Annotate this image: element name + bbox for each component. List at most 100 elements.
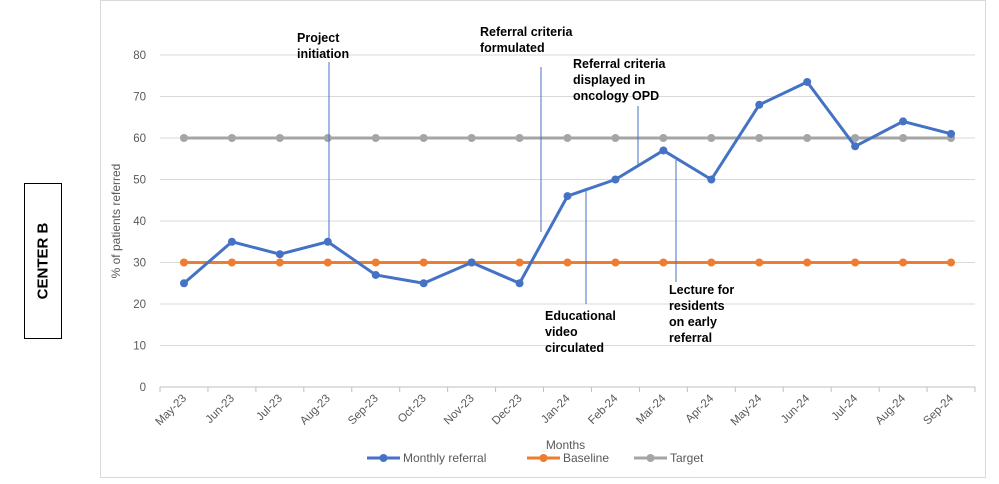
- annotation-text: video: [545, 325, 578, 339]
- data-point: [755, 100, 764, 109]
- annotation-text: Project: [297, 31, 340, 45]
- legend-marker: [539, 454, 548, 462]
- legend-label: Baseline: [563, 451, 609, 465]
- legend-label: Target: [670, 451, 704, 465]
- y-tick-label: 10: [133, 341, 146, 353]
- x-tick-label: Jan-24: [539, 392, 573, 426]
- data-point: [371, 134, 380, 142]
- data-point: [371, 270, 380, 279]
- x-tick-label: May-23: [153, 393, 189, 429]
- data-point: [947, 258, 956, 267]
- data-point: [803, 258, 812, 267]
- annotation-text: Lecture for: [669, 283, 734, 297]
- data-point: [467, 258, 476, 267]
- data-point: [419, 134, 428, 142]
- annotation-text: on early: [669, 315, 717, 329]
- annotation-text: Educational: [545, 309, 616, 323]
- data-point: [899, 258, 908, 267]
- x-tick-label: May-24: [729, 392, 765, 428]
- annotation-text: formulated: [480, 41, 545, 55]
- x-tick-label: Mar-24: [634, 392, 669, 427]
- y-tick-label: 0: [140, 382, 146, 394]
- data-point: [227, 237, 236, 246]
- y-tick-label: 80: [133, 50, 146, 62]
- data-point: [707, 258, 716, 267]
- y-tick-label: 70: [133, 92, 146, 104]
- x-tick-label: Jun-24: [779, 392, 813, 426]
- data-point: [275, 250, 284, 259]
- data-point: [803, 77, 812, 86]
- x-tick-label: Oct-23: [396, 393, 429, 426]
- annotation-text: Referral criteria: [480, 25, 573, 39]
- data-point: [515, 279, 524, 288]
- data-point: [899, 117, 908, 126]
- series-line: [182, 80, 952, 285]
- annotation-text: circulated: [545, 341, 604, 355]
- data-point: [851, 258, 860, 267]
- data-point: [611, 258, 620, 267]
- data-point: [515, 134, 524, 142]
- data-point: [227, 134, 236, 142]
- data-point: [371, 258, 380, 267]
- annotation-text: initiation: [297, 47, 349, 61]
- data-point: [851, 134, 860, 142]
- data-point: [707, 134, 716, 142]
- y-tick-label: 50: [133, 175, 146, 187]
- y-axis-title: % of patients referred: [109, 164, 123, 279]
- data-point: [659, 146, 668, 155]
- data-point: [659, 258, 668, 267]
- data-point: [515, 258, 524, 267]
- y-tick-label: 60: [133, 133, 146, 145]
- data-point: [179, 279, 188, 288]
- annotation-text: displayed in: [573, 73, 645, 87]
- data-point: [755, 258, 764, 267]
- data-point: [563, 258, 572, 267]
- data-point: [467, 134, 476, 142]
- data-point: [323, 237, 332, 246]
- data-point: [755, 134, 764, 142]
- annotation-text: residents: [669, 299, 725, 313]
- data-point: [563, 134, 572, 142]
- y-tick-label: 30: [133, 258, 146, 270]
- annotation-text: Referral criteria: [573, 57, 666, 71]
- x-tick-label: Jul-23: [254, 393, 285, 424]
- chart-frame: [100, 0, 986, 478]
- annotation-text: oncology OPD: [573, 89, 659, 103]
- data-point: [707, 175, 716, 184]
- data-point: [227, 258, 236, 267]
- x-tick-label: Jun-23: [204, 393, 237, 426]
- y-tick-label: 20: [133, 299, 146, 311]
- data-point: [851, 142, 860, 151]
- data-point: [179, 134, 188, 142]
- data-point: [803, 134, 812, 142]
- data-point: [275, 258, 284, 267]
- data-point: [899, 134, 908, 142]
- x-axis-title: Months: [546, 438, 585, 452]
- x-tick-label: Feb-24: [586, 392, 621, 427]
- y-tick-label: 40: [133, 216, 146, 228]
- data-point: [179, 258, 188, 267]
- data-point: [563, 192, 572, 201]
- data-point: [323, 258, 332, 267]
- data-point: [947, 129, 956, 138]
- legend-marker: [646, 454, 655, 462]
- data-point: [611, 175, 620, 184]
- x-tick-label: Apr-24: [684, 392, 717, 425]
- x-tick-label: Aug-24: [873, 392, 908, 427]
- x-tick-label: Jul-24: [830, 392, 861, 423]
- data-point: [275, 134, 284, 142]
- x-tick-label: Aug-23: [298, 393, 333, 428]
- legend-marker: [379, 454, 388, 462]
- data-point: [419, 258, 428, 267]
- data-point: [323, 134, 332, 142]
- annotation-text: referral: [669, 331, 712, 345]
- data-point: [419, 279, 428, 288]
- center-label-box: CENTER B: [24, 183, 62, 339]
- data-point: [659, 134, 668, 142]
- x-tick-label: Dec-23: [490, 393, 525, 428]
- x-tick-label: Sep-23: [346, 393, 381, 428]
- data-point: [611, 134, 620, 142]
- x-tick-label: Sep-24: [921, 392, 956, 427]
- legend-label: Monthly referral: [403, 451, 486, 465]
